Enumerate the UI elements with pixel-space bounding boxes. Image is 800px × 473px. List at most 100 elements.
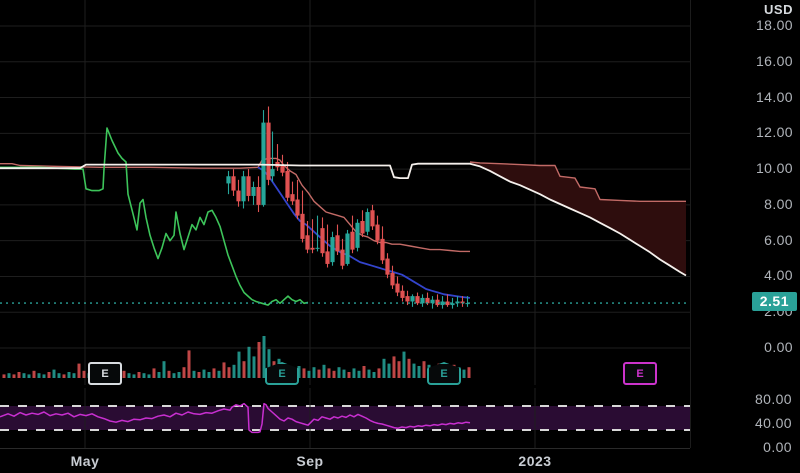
volume-bar	[127, 373, 131, 378]
candle-body	[410, 296, 415, 302]
volume-bar	[207, 372, 211, 378]
forecast-upper-line	[469, 161, 686, 202]
time-tick-label: Sep	[296, 453, 324, 469]
volume-bar	[267, 349, 271, 378]
price-axis[interactable]: USD 18.00 16.00 14.00 12.00 10.00 8.00 6.00 4.0…	[690, 0, 800, 448]
earnings-marker[interactable]: E	[623, 362, 657, 385]
candle-body	[345, 233, 350, 264]
price-tick-label: 8.00	[764, 195, 793, 212]
volume-bar	[12, 374, 16, 378]
candle-body	[236, 190, 241, 202]
volume-bar	[82, 370, 86, 378]
price-tick-label: 12.00	[755, 124, 793, 141]
price-tick-label: 16.00	[755, 52, 793, 69]
volume-bar	[22, 373, 26, 378]
candle-body	[360, 220, 365, 234]
volume-bar	[332, 370, 336, 378]
rsi-pane[interactable]	[0, 388, 690, 448]
candle-body	[425, 297, 430, 304]
candle-body	[375, 224, 380, 241]
volume-bar	[417, 366, 421, 378]
candle-body	[400, 290, 405, 298]
candle-body	[390, 272, 395, 286]
candle-body	[261, 122, 266, 205]
candle-body	[355, 222, 360, 248]
volume-bar	[247, 346, 251, 378]
volume-bar	[357, 370, 361, 378]
candle-body	[310, 247, 315, 250]
candle-body	[226, 176, 231, 184]
volume-bar	[17, 372, 21, 378]
earnings-marker[interactable]: E	[88, 362, 122, 385]
volume-bar	[372, 372, 376, 378]
candle-body	[241, 176, 246, 202]
candle-body	[330, 237, 335, 263]
current-price-tag[interactable]: 2.51	[751, 292, 797, 312]
volume-bar	[72, 373, 76, 378]
candle-body	[350, 231, 355, 250]
candle-body	[305, 235, 310, 250]
candle-body	[340, 249, 345, 266]
volume-bar	[217, 370, 221, 378]
volume-bar	[7, 373, 11, 378]
upper-band-line	[0, 157, 470, 253]
rsi-tick-label: 80.00	[754, 391, 792, 407]
price-tick-label: 14.00	[755, 88, 793, 105]
candle-body	[455, 301, 460, 304]
candle-body	[246, 176, 251, 196]
volume-bar	[262, 336, 266, 378]
volume-bar	[387, 363, 391, 378]
candle-body	[315, 247, 320, 249]
candle-body	[465, 303, 470, 305]
rsi-tick-label: 40.00	[754, 415, 792, 431]
volume-bar	[297, 366, 301, 378]
candle-body	[415, 296, 420, 304]
volume-bar	[147, 374, 151, 378]
earnings-marker[interactable]: E	[265, 362, 299, 385]
volume-bar	[422, 361, 426, 378]
candle-body	[320, 228, 325, 254]
lower-band-line	[0, 127, 309, 306]
price-pane[interactable]	[0, 0, 690, 385]
volume-bar	[402, 351, 406, 378]
volume-bar	[27, 374, 31, 378]
volume-bar	[412, 363, 416, 378]
volume-bar	[242, 361, 246, 378]
rsi-plot	[0, 388, 690, 448]
volume-bar	[467, 367, 471, 378]
candle-body	[365, 212, 370, 232]
earnings-marker[interactable]: E	[427, 362, 461, 385]
candle-body	[460, 301, 465, 304]
volume-bar	[252, 356, 256, 378]
price-tick-label: 10.00	[755, 160, 793, 177]
price-tick-label: 0.00	[764, 339, 793, 355]
price-axis-unit: USD	[764, 2, 793, 17]
candle-body	[440, 301, 445, 306]
volume-bar	[232, 364, 236, 378]
volume-bar	[362, 366, 366, 378]
volume-bar	[52, 369, 56, 378]
candle-body	[285, 170, 290, 198]
volume-bar	[152, 368, 156, 378]
volume-bar	[57, 373, 61, 378]
price-tick-label: 18.00	[755, 17, 793, 33]
time-axis[interactable]: May Sep 2023	[0, 448, 690, 473]
volume-bar	[77, 363, 81, 378]
rsi-tick-label: 0.00	[763, 439, 792, 455]
volume-bar	[182, 367, 186, 378]
volume-bar	[312, 367, 316, 378]
volume-bar	[172, 373, 176, 378]
candle-body	[295, 199, 300, 216]
time-tick-label: May	[70, 453, 100, 469]
volume-bar	[162, 361, 166, 378]
volume-bar	[367, 369, 371, 378]
price-tick-label: 6.00	[764, 231, 793, 248]
candle-body	[266, 122, 271, 180]
volume-bar	[157, 372, 161, 378]
volume-bar	[47, 372, 51, 378]
volume-bar	[227, 367, 231, 378]
rsi-axis: 80.00 40.00 0.00	[690, 388, 800, 455]
moving-average-line	[257, 166, 471, 299]
